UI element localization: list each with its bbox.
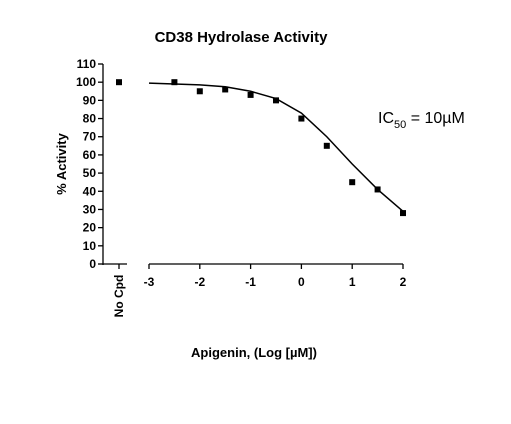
y-tick-label: 90 [83,93,97,107]
annotation-subscript: 50 [394,119,406,131]
data-point [222,86,229,93]
x-tick-label: 2 [400,275,407,289]
y-tick-label: 70 [83,130,97,144]
y-tick-label: 110 [77,57,97,71]
x-tick-label: -1 [245,275,256,289]
data-point [116,79,122,86]
y-tick-label: 100 [76,75,96,89]
x-tick-label: 1 [349,275,356,289]
data-point [374,186,381,193]
x-tick-label: No Cpd [112,275,126,318]
data-point [171,79,178,86]
data-point [323,142,330,149]
y-tick-label: 40 [83,184,97,198]
data-point [400,210,406,217]
x-tick-label: -2 [194,275,205,289]
data-point [196,88,203,95]
data-point [349,179,356,186]
y-tick-label: 0 [89,257,96,271]
y-tick-label: 30 [83,202,97,216]
y-tick-label: 10 [83,239,97,253]
x-tick-label: 0 [298,275,305,289]
annotation: IC50 = 10µM [378,110,465,131]
data-point [298,115,305,122]
annotation-text: IC [378,110,394,127]
annotation-text: = 10µM [406,110,465,127]
y-tick-label: 50 [83,166,97,180]
y-tick-label: 20 [83,221,97,235]
chart-title: CD38 Hydrolase Activity [155,29,329,46]
y-tick-label: 80 [83,112,97,126]
x-axis-label: Apigenin, (Log [µM]) [191,345,317,360]
data-point [247,91,254,98]
y-tick-label: 60 [83,148,97,162]
x-tick-label: -3 [144,275,155,289]
y-axis-label: % Activity [54,132,69,194]
data-point [273,97,279,104]
